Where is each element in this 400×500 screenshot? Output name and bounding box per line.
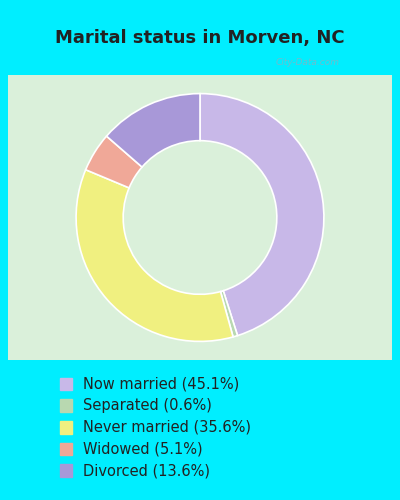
FancyBboxPatch shape: [0, 64, 400, 372]
Wedge shape: [86, 136, 142, 188]
Wedge shape: [106, 94, 200, 167]
Text: Marital status in Morven, NC: Marital status in Morven, NC: [55, 30, 345, 48]
Text: City-Data.com: City-Data.com: [276, 58, 340, 67]
Wedge shape: [200, 94, 324, 336]
Wedge shape: [220, 290, 238, 337]
Legend: Now married (45.1%), Separated (0.6%), Never married (35.6%), Widowed (5.1%), Di: Now married (45.1%), Separated (0.6%), N…: [55, 372, 255, 482]
Wedge shape: [76, 170, 233, 342]
